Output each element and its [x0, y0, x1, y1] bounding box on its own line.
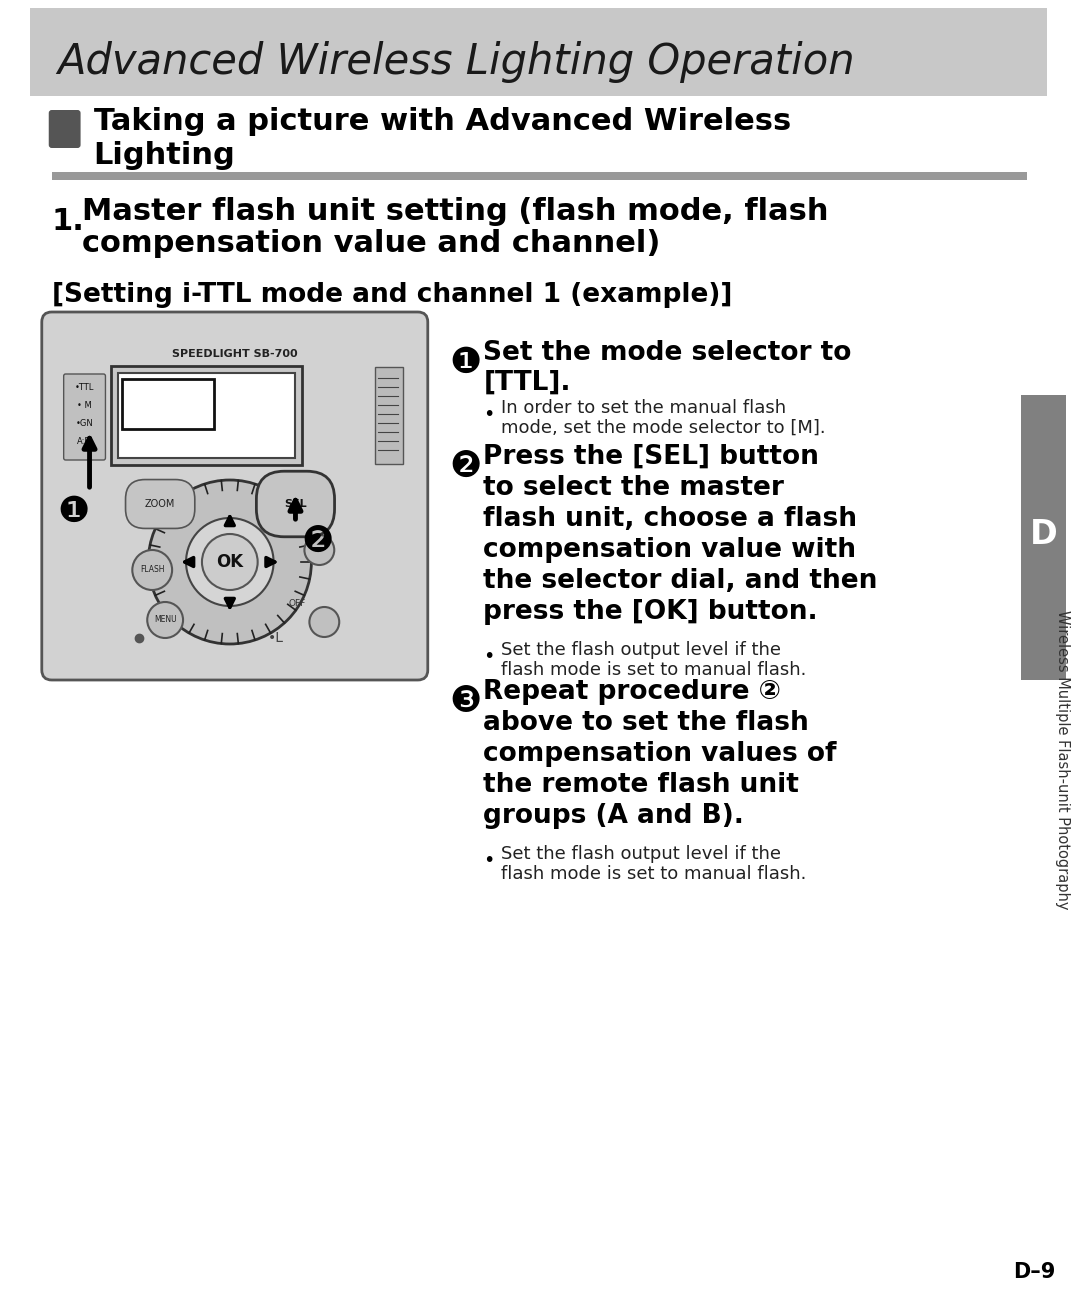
Text: compensation values of: compensation values of — [484, 741, 837, 767]
Text: above to set the flash: above to set the flash — [484, 709, 809, 736]
Text: Press the [SEL] button: Press the [SEL] button — [484, 444, 820, 470]
Text: •L: •L — [268, 631, 284, 645]
Text: flash unit, choose a flash: flash unit, choose a flash — [484, 507, 858, 531]
Text: ❷: ❷ — [449, 450, 482, 484]
Text: SPEEDLIGHT SB-700: SPEEDLIGHT SB-700 — [172, 350, 298, 359]
FancyBboxPatch shape — [64, 374, 106, 459]
FancyBboxPatch shape — [375, 367, 403, 463]
Text: Set the flash output level if the: Set the flash output level if the — [501, 846, 782, 863]
Text: OFF: OFF — [288, 600, 306, 609]
FancyBboxPatch shape — [122, 380, 214, 429]
Text: •: • — [484, 648, 495, 666]
Text: to select the master: to select the master — [484, 475, 784, 501]
Text: [Setting i-TTL mode and channel 1 (example)]: [Setting i-TTL mode and channel 1 (examp… — [52, 281, 732, 308]
Text: Master flash unit setting (flash mode, flash: Master flash unit setting (flash mode, f… — [82, 198, 828, 226]
Text: A:B: A:B — [78, 437, 92, 446]
Text: D–9: D–9 — [1013, 1262, 1056, 1282]
Text: FLASH: FLASH — [140, 565, 164, 575]
Text: ❷: ❷ — [301, 525, 334, 559]
FancyBboxPatch shape — [49, 110, 81, 148]
Text: mode, set the mode selector to [M].: mode, set the mode selector to [M]. — [501, 419, 826, 437]
Text: groups (A and B).: groups (A and B). — [484, 802, 744, 829]
Text: ❶: ❶ — [449, 346, 482, 380]
Text: ZOOM: ZOOM — [145, 499, 175, 509]
Text: • M: • M — [77, 402, 92, 411]
Text: •: • — [484, 406, 495, 424]
Text: Repeat procedure ②: Repeat procedure ② — [484, 679, 782, 706]
Text: Set the mode selector to: Set the mode selector to — [484, 340, 852, 367]
Text: compensation value and channel): compensation value and channel) — [82, 229, 660, 258]
FancyBboxPatch shape — [42, 312, 428, 679]
Text: •: • — [484, 851, 495, 870]
FancyBboxPatch shape — [1021, 395, 1066, 679]
Text: In order to set the manual flash: In order to set the manual flash — [501, 399, 786, 418]
Text: ❶: ❶ — [57, 495, 90, 529]
Text: Set the flash output level if the: Set the flash output level if the — [501, 641, 782, 658]
Text: the remote flash unit: the remote flash unit — [484, 772, 799, 798]
Text: Lighting: Lighting — [94, 140, 235, 169]
Text: Wireless Multiple Flash-unit Photography: Wireless Multiple Flash-unit Photography — [1055, 610, 1070, 910]
FancyBboxPatch shape — [30, 8, 1047, 96]
Circle shape — [305, 535, 335, 565]
FancyBboxPatch shape — [119, 373, 296, 458]
Text: SEL: SEL — [284, 499, 307, 509]
Text: flash mode is set to manual flash.: flash mode is set to manual flash. — [501, 865, 807, 884]
Text: press the [OK] button.: press the [OK] button. — [484, 600, 819, 624]
Text: MENU: MENU — [153, 615, 176, 624]
Text: 1.: 1. — [52, 208, 84, 237]
Circle shape — [309, 607, 339, 637]
Circle shape — [148, 480, 311, 644]
FancyBboxPatch shape — [111, 367, 302, 465]
Circle shape — [186, 518, 273, 606]
Text: Taking a picture with Advanced Wireless: Taking a picture with Advanced Wireless — [94, 107, 791, 136]
Text: [TTL].: [TTL]. — [484, 370, 571, 397]
Text: ❸: ❸ — [449, 685, 482, 719]
Circle shape — [147, 602, 183, 637]
Text: the selector dial, and then: the selector dial, and then — [484, 568, 878, 594]
Text: compensation value with: compensation value with — [484, 537, 856, 563]
Circle shape — [133, 550, 172, 590]
Text: flash mode is set to manual flash.: flash mode is set to manual flash. — [501, 661, 807, 679]
Text: •TTL: •TTL — [75, 384, 94, 393]
Circle shape — [202, 534, 258, 590]
Text: OK: OK — [216, 552, 243, 571]
FancyBboxPatch shape — [52, 171, 1027, 181]
Text: Advanced Wireless Lighting Operation: Advanced Wireless Lighting Operation — [57, 41, 855, 82]
Text: D: D — [1029, 518, 1057, 551]
Text: •GN: •GN — [76, 419, 94, 428]
